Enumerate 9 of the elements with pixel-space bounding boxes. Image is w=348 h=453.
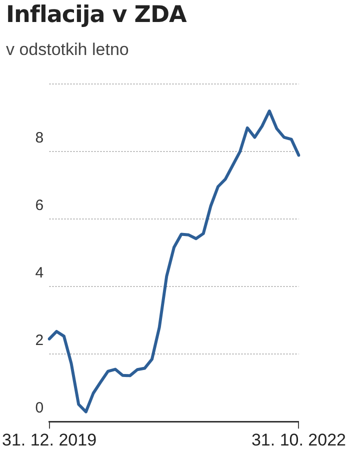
x-tick-label: 31. 12. 2019: [2, 430, 97, 450]
y-tick-label: 6: [35, 197, 44, 214]
y-tick-label: 4: [35, 264, 44, 282]
chart-subtitle: v odstotkih letno: [6, 40, 129, 60]
y-tick-label: 2: [35, 332, 44, 350]
x-tick-label: 31. 10. 2022: [251, 430, 346, 450]
y-tick-label: 0: [35, 400, 44, 417]
chart-title: Inflacija v ZDA: [6, 2, 186, 28]
y-tick-label: 8: [35, 130, 44, 147]
